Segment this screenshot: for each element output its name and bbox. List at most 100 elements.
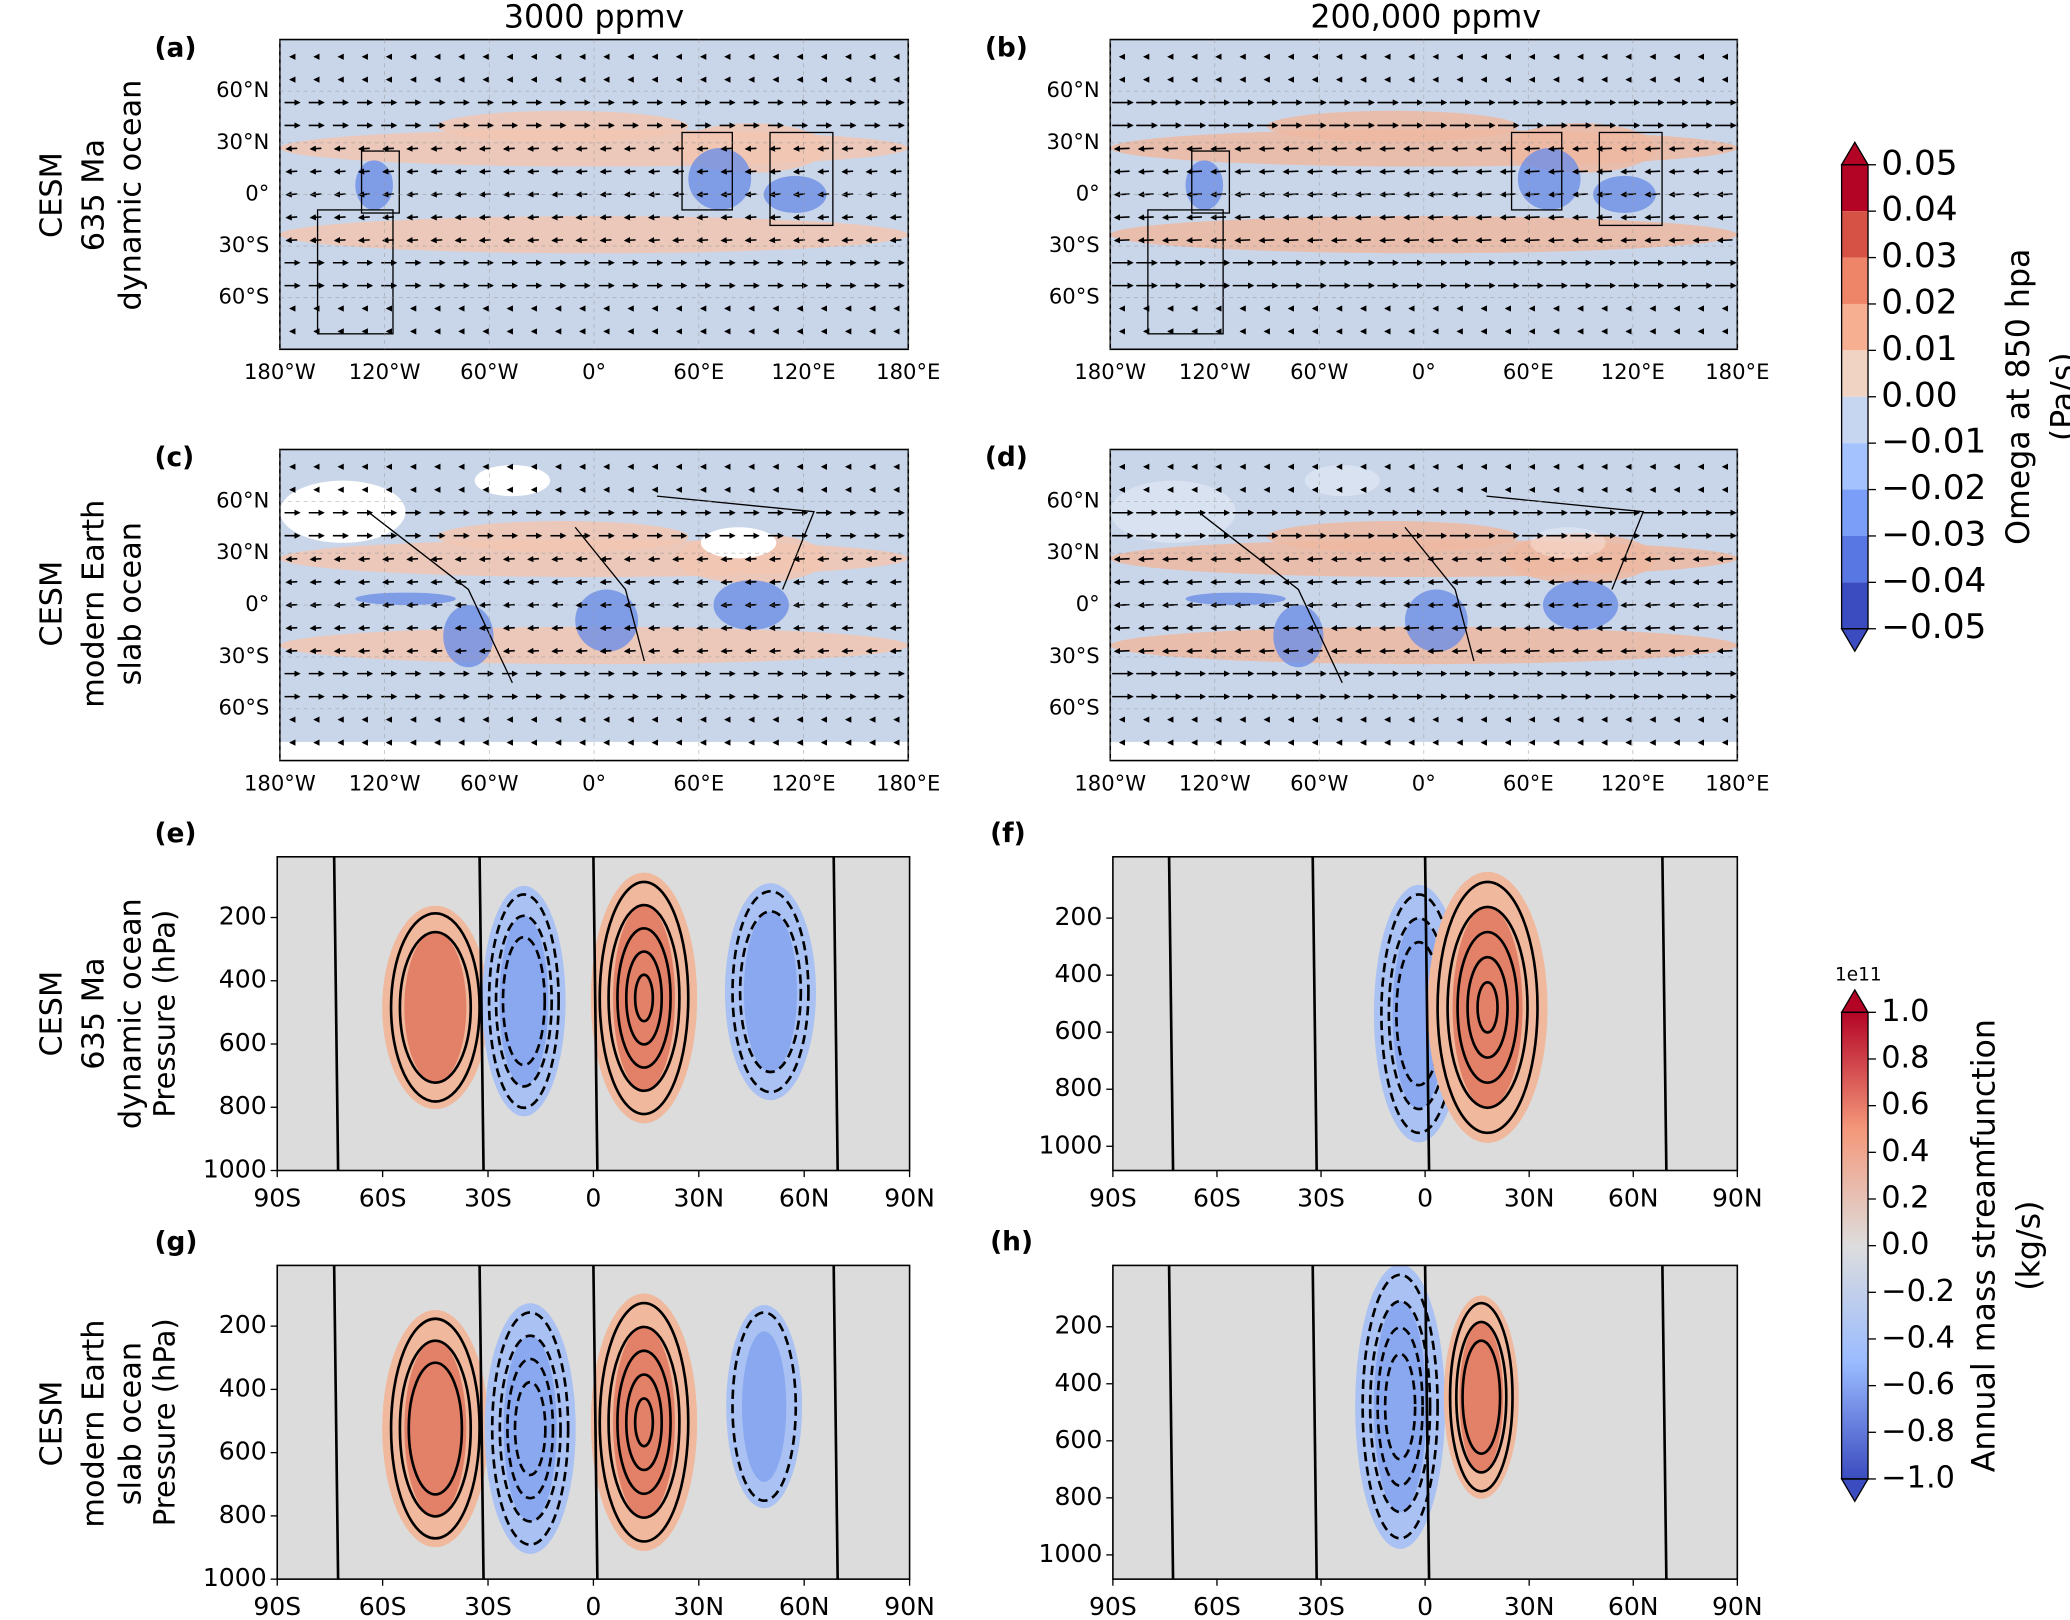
streamfunction-field xyxy=(613,1326,675,1518)
wind-vector xyxy=(1475,555,1492,563)
wind-vector xyxy=(1668,237,1685,244)
wind-vector xyxy=(382,237,394,244)
wind-vector xyxy=(1523,555,1540,563)
y-tick-label: 30°S xyxy=(218,232,269,257)
wind-vector xyxy=(744,555,757,563)
wind-vector xyxy=(454,578,467,586)
wind-vector xyxy=(1499,624,1516,632)
wind-vector xyxy=(720,624,733,632)
wind-vector xyxy=(1137,624,1154,632)
wind-vector xyxy=(1668,555,1685,563)
wind-vector xyxy=(1258,578,1275,586)
wind-vector xyxy=(889,237,902,244)
wind-vector xyxy=(1162,578,1178,586)
wind-vector xyxy=(720,168,733,175)
wind-vector xyxy=(647,624,660,632)
wind-vector xyxy=(1162,168,1178,175)
wind-vector xyxy=(1596,647,1612,655)
wind-vector xyxy=(357,214,370,221)
colorbar-tick-label: −1.0 xyxy=(1881,1460,1955,1495)
x-tick-label: 120°E xyxy=(1601,359,1665,384)
wind-vector xyxy=(1330,214,1347,221)
wind-vector xyxy=(623,168,636,175)
contour-line xyxy=(494,914,553,1088)
wind-vector xyxy=(1113,624,1130,632)
wind-vector xyxy=(1596,214,1612,221)
colorbar-tick-label: 0.03 xyxy=(1881,236,1957,276)
wind-vector xyxy=(551,168,564,175)
y-tick-label: 400 xyxy=(219,1373,267,1402)
wind-vector xyxy=(792,578,805,586)
wind-vector xyxy=(1330,624,1347,632)
colorbar-label: (kg/s) xyxy=(2011,1201,2047,1291)
colorbar-extend xyxy=(1840,141,1870,166)
contour-line xyxy=(1311,856,1318,1171)
x-tick-label: 60N xyxy=(1608,1592,1659,1620)
x-tick-label: 60S xyxy=(359,1592,407,1620)
wind-vector xyxy=(333,624,346,632)
wind-vector xyxy=(1644,555,1661,563)
wind-vector xyxy=(1427,555,1444,563)
wind-vector xyxy=(792,624,805,632)
wind-vector xyxy=(1330,168,1347,175)
wind-vector xyxy=(430,237,443,244)
wind-vector xyxy=(1547,647,1564,655)
colorbar-band xyxy=(1841,164,1869,212)
wind-vector xyxy=(1668,624,1685,632)
wind-vector xyxy=(1354,647,1371,655)
wind-vector xyxy=(1234,578,1251,586)
contour-line xyxy=(478,856,485,1171)
wind-vector xyxy=(696,214,709,221)
wind-vector xyxy=(1330,555,1347,563)
y-tick-label: 800 xyxy=(219,1500,267,1529)
wind-vector xyxy=(1547,624,1564,632)
wind-vector xyxy=(1692,647,1709,655)
x-tick-label: 0° xyxy=(1412,359,1436,384)
wind-vector xyxy=(817,237,830,244)
wind-vector xyxy=(430,647,443,655)
contour-line xyxy=(1423,856,1431,1171)
wind-vector xyxy=(1716,145,1733,152)
streamfunction-field xyxy=(742,1331,787,1482)
contour-line xyxy=(1436,880,1539,1135)
x-tick-label: 0 xyxy=(585,1592,601,1620)
x-tick-label: 0° xyxy=(1412,770,1436,795)
wind-vector xyxy=(406,214,419,221)
wind-vector xyxy=(527,578,539,586)
wind-vector xyxy=(623,145,636,152)
wind-vector xyxy=(1306,237,1323,244)
wind-vector xyxy=(382,214,394,221)
wind-vector xyxy=(744,145,757,152)
wind-vector xyxy=(647,578,660,586)
x-tick-label: 120°W xyxy=(349,770,421,795)
omega-field xyxy=(443,605,494,668)
wind-vector xyxy=(1379,145,1395,152)
wind-vector xyxy=(720,237,733,244)
x-tick-label: 60°W xyxy=(1290,359,1348,384)
wind-vector xyxy=(1234,647,1251,655)
y-tick-label: 800 xyxy=(1054,1482,1102,1511)
x-tick-label: 180°E xyxy=(1705,359,1769,384)
wind-vector xyxy=(1234,145,1251,152)
wind-vector xyxy=(285,647,298,655)
contour-line xyxy=(1661,856,1668,1171)
wind-vector xyxy=(406,237,419,244)
y-tick-label: 800 xyxy=(219,1091,267,1120)
row-label: CESM xyxy=(34,152,69,238)
wind-vector xyxy=(889,555,902,563)
contour-line xyxy=(616,927,672,1069)
contour-line xyxy=(1461,1339,1502,1455)
wind-vector xyxy=(817,214,830,221)
wind-vector xyxy=(1499,145,1516,152)
wind-vector xyxy=(1330,237,1347,244)
y-tick-label: 400 xyxy=(1054,1368,1102,1397)
wind-vector xyxy=(792,145,805,152)
wind-vector xyxy=(599,578,612,586)
y-tick-label: 200 xyxy=(1054,1311,1102,1340)
contour-line xyxy=(506,1357,555,1500)
wind-vector xyxy=(1596,145,1612,152)
wind-vector xyxy=(454,555,467,563)
wind-vector xyxy=(865,624,878,632)
contour-line xyxy=(478,1265,485,1580)
